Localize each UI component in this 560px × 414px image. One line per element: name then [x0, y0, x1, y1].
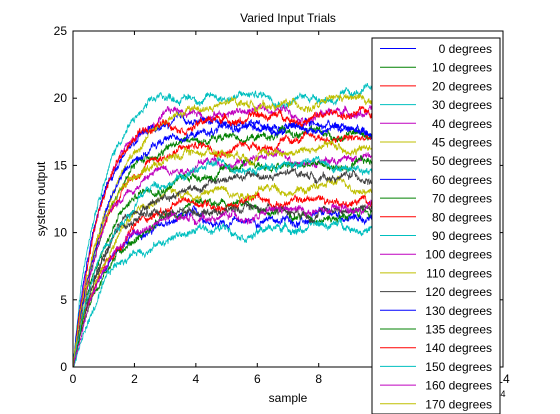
y-tick-label: 10 [54, 226, 68, 240]
legend-label: 130 degrees [425, 304, 492, 318]
legend-label: 60 degrees [432, 173, 492, 187]
legend-label: 10 degrees [432, 61, 492, 75]
legend-label: 90 degrees [432, 229, 492, 243]
chart-title: Varied Input Trials [240, 11, 336, 25]
series-line [73, 198, 387, 367]
series-line [73, 197, 387, 367]
legend-label: 80 degrees [432, 210, 492, 224]
series-line [73, 125, 387, 367]
x-axis-label: sample [269, 391, 308, 405]
series-line [73, 166, 387, 367]
y-tick-label: 25 [54, 24, 68, 38]
x-tick-label: 0 [70, 372, 77, 386]
legend-label: 100 degrees [425, 248, 492, 262]
x-axis-scale-label: 4 [500, 389, 505, 399]
y-axis-label: system output [34, 161, 48, 236]
x-tick-label: 8 [315, 372, 322, 386]
series-layer [73, 82, 387, 367]
x-tick-label: 4 [193, 372, 200, 386]
y-tick-label: 20 [54, 91, 68, 105]
series-line [73, 155, 387, 367]
x-tick-label: 2 [131, 372, 138, 386]
y-tick-label: 5 [60, 293, 67, 307]
legend-label: 110 degrees [426, 266, 492, 280]
series-line [73, 139, 387, 367]
x-tick-label: 6 [254, 372, 261, 386]
legend-label: 150 degrees [425, 360, 492, 374]
y-tick-label: 0 [60, 360, 67, 374]
y-tick-label: 15 [54, 158, 68, 172]
legend-label: 170 degrees [425, 397, 492, 411]
series-line [73, 82, 387, 367]
legend-box [371, 37, 501, 414]
series-line [73, 146, 387, 367]
legend-label: 140 degrees [425, 341, 492, 355]
legend-label: 135 degrees [425, 323, 492, 337]
series-line [73, 105, 387, 367]
legend-label: 0 degrees [439, 42, 492, 56]
legend-label: 70 degrees [432, 192, 492, 206]
legend: 0 degrees 10 degrees 20 degrees 30 degrees 4… [371, 37, 501, 414]
series-line [73, 118, 387, 367]
legend-label: 50 degrees [432, 154, 492, 168]
series-line [73, 217, 387, 367]
plot-frame [72, 30, 504, 368]
legend-label: 45 degrees [432, 136, 492, 150]
series-line [73, 175, 387, 367]
legend-label: 120 degrees [425, 285, 492, 299]
series-line [73, 199, 387, 367]
legend-label: 20 degrees [432, 79, 492, 93]
legend-label: 160 degrees [425, 379, 492, 393]
legend-label: 30 degrees [432, 98, 492, 112]
y-axis-ticks: 0 5 10 15 20 25 [54, 24, 503, 374]
legend-label: 40 degrees [432, 117, 492, 131]
